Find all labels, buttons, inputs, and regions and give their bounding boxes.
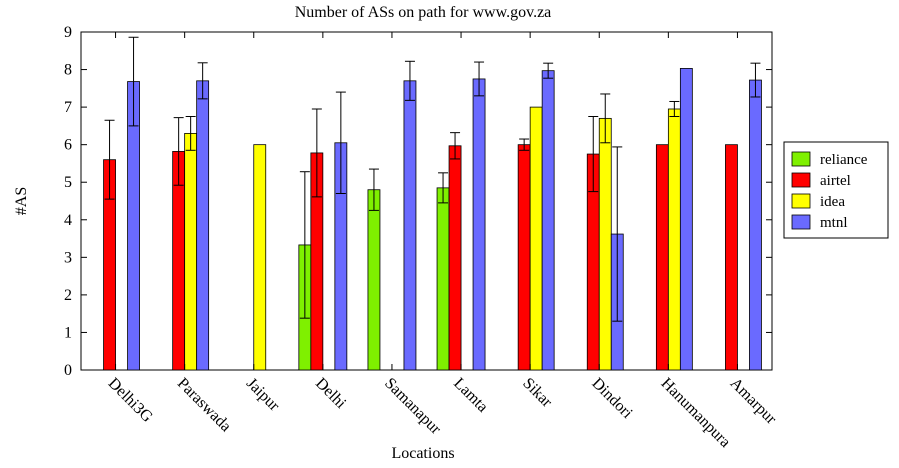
y-tick-label: 8 <box>64 62 72 79</box>
y-tick-label: 4 <box>64 212 72 229</box>
x-tick-label: Dindori <box>588 375 636 423</box>
y-tick-label: 0 <box>64 362 72 379</box>
x-tick-label: Amarpur <box>727 375 780 428</box>
legend-swatch <box>791 193 811 209</box>
bar <box>529 106 543 371</box>
bar <box>655 144 669 371</box>
bar <box>403 80 417 371</box>
legend-swatch <box>791 172 811 188</box>
bar <box>541 70 555 371</box>
y-tick-label: 7 <box>64 99 72 116</box>
plot-frame <box>80 31 773 371</box>
x-tick-label: Lamta <box>450 375 491 416</box>
x-tick-label: Jaipur <box>243 375 283 415</box>
bar <box>517 144 531 371</box>
bar <box>679 68 693 371</box>
y-tick-label: 6 <box>64 137 72 154</box>
legend-swatch <box>791 151 811 167</box>
x-tick-label: Hanumanpura <box>658 375 734 451</box>
bar <box>184 132 198 371</box>
y-tick-label: 2 <box>64 287 72 304</box>
y-tick-label: 9 <box>64 24 72 41</box>
bars-layer <box>103 68 762 371</box>
x-tick-label: Delhi <box>312 375 350 413</box>
legend-label: mtnl <box>820 215 848 231</box>
bar <box>667 108 681 371</box>
x-tick-label: Samanapur <box>381 375 444 438</box>
legend: reliance airtel idea mtnl <box>783 141 889 239</box>
bar <box>448 145 462 371</box>
bar <box>749 79 762 371</box>
bar <box>196 80 210 371</box>
bar <box>598 117 612 371</box>
bar <box>436 187 450 371</box>
bar <box>472 78 486 371</box>
error-bars-layer <box>104 36 761 322</box>
y-axis: 0 1 2 3 4 5 6 7 8 9 <box>64 24 772 379</box>
y-tick-label: 1 <box>64 324 72 341</box>
chart-title: Number of ASs on path for www.gov.za <box>295 4 552 21</box>
x-tick-label: Sikar <box>519 375 555 411</box>
y-tick-label: 3 <box>64 249 72 266</box>
y-axis-label: #AS <box>13 187 30 215</box>
legend-label: idea <box>820 194 845 210</box>
bar <box>367 189 381 371</box>
x-tick-label: Paraswada <box>174 375 234 435</box>
x-tick-label: Delhi3G <box>105 375 156 426</box>
legend-label: airtel <box>820 173 851 189</box>
bar <box>725 144 738 371</box>
y-tick-label: 5 <box>64 174 72 191</box>
x-axis-label: Locations <box>391 445 454 462</box>
legend-swatch <box>791 214 811 230</box>
legend-label: reliance <box>820 152 868 168</box>
bar <box>253 144 267 371</box>
